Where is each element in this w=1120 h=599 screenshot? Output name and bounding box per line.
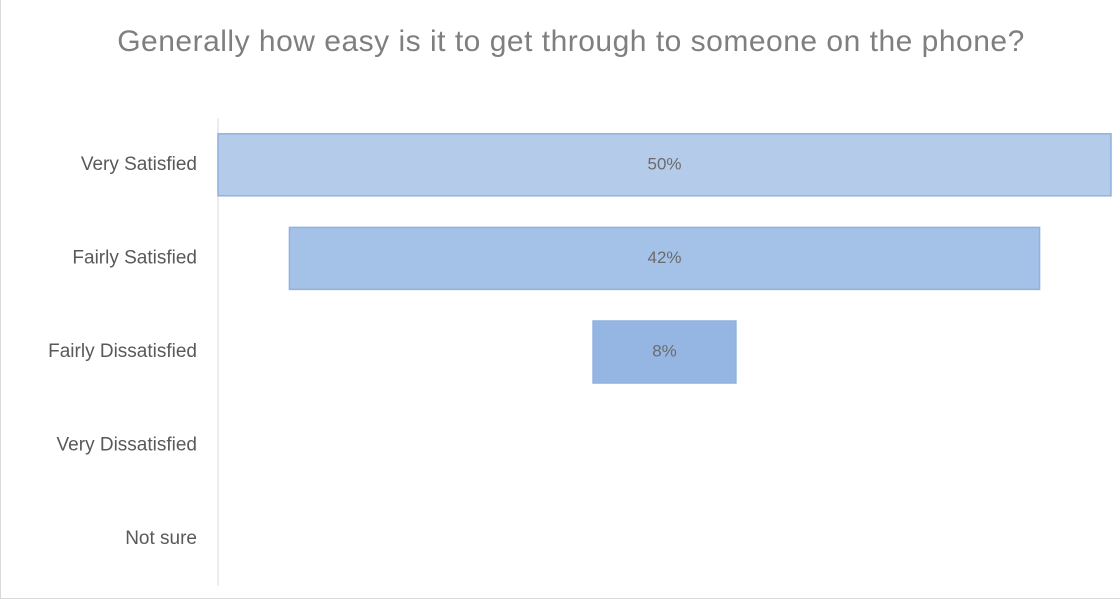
data-label: 50%	[647, 154, 681, 173]
category-label: Not sure	[125, 528, 197, 549]
data-label: 42%	[647, 248, 681, 267]
category-labels-group: Very Satisfied Fairly Satisfied Fairly Dis…	[48, 154, 197, 549]
category-label: Very Dissatisfied	[57, 435, 197, 456]
category-label: Fairly Dissatisfied	[48, 341, 197, 362]
category-label: Very Satisfied	[81, 154, 197, 175]
data-label: 8%	[652, 341, 677, 360]
category-label: Fairly Satisfied	[72, 247, 197, 268]
